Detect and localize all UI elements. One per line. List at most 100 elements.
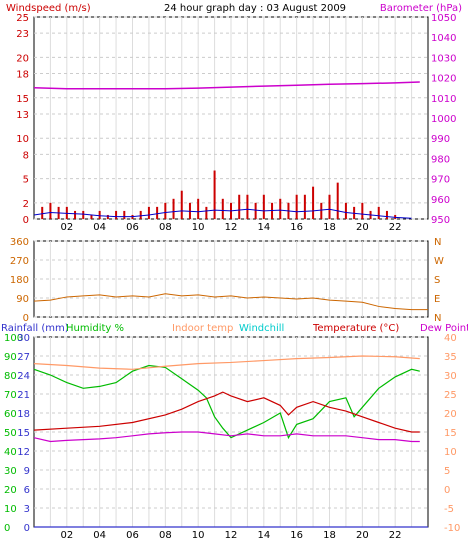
y-tick-label-windspeed: 15 — [16, 94, 29, 105]
barometer-line — [33, 81, 420, 90]
windspeed-bar — [164, 202, 167, 219]
barometer-axis-title: Barometer (hPa) — [380, 3, 462, 14]
y-tick-label-rain: 18 — [17, 409, 30, 420]
legend-humidity: Humidity % — [66, 323, 124, 334]
compass-tick-label: N — [434, 237, 441, 248]
temperature-line — [33, 391, 420, 433]
y-tick-label-barometer: 990 — [431, 134, 450, 145]
legend-rainfall: Rainfall (mm) — [1, 323, 69, 334]
windspeed-bar — [320, 202, 323, 219]
y-tick-label-windspeed: 13 — [16, 110, 29, 121]
humidity-line — [33, 364, 420, 440]
x-tick-label: 04 — [93, 222, 106, 233]
windspeed-bar — [90, 214, 93, 219]
legend-dew-point: Dew Point — [420, 323, 468, 334]
x-tick-label: 14 — [257, 530, 270, 541]
x-tick-label: 10 — [192, 530, 205, 541]
x-tick-label: 06 — [126, 222, 139, 233]
y-tick-label-temp: 15 — [444, 428, 457, 439]
y-tick-label-humidity: 100 — [4, 333, 23, 344]
x-tick-label: 06 — [126, 530, 139, 541]
y-tick-label-rain: 6 — [24, 485, 30, 496]
y-tick-label-temp: 5 — [444, 466, 450, 477]
y-tick-label-rain: 9 — [24, 466, 30, 477]
y-tick-label-barometer: 1050 — [431, 13, 456, 24]
y-tick-label-windspeed: 20 — [16, 53, 29, 64]
compass-tick-label: W — [434, 256, 444, 267]
legend-windchill: Windchill — [239, 323, 284, 334]
y-tick-label-barometer: 1020 — [431, 74, 456, 85]
x-tick-label: 02 — [60, 222, 73, 233]
gust-line — [33, 208, 412, 219]
windspeed-bar — [377, 206, 380, 219]
x-tick-label: 22 — [389, 530, 402, 541]
windspeed-bar — [303, 194, 306, 219]
y-tick-label-humidity: 0 — [4, 523, 10, 534]
dew-point-line — [33, 431, 420, 443]
windspeed-axis-title: Windspeed (m/s) — [6, 3, 91, 14]
y-tick-label-temp: 40 — [444, 333, 457, 344]
y-tick-label-windspeed: 23 — [16, 29, 29, 40]
windspeed-bar — [115, 210, 118, 219]
y-tick-label-direction: 0 — [23, 313, 29, 324]
y-tick-label-humidity: 20 — [4, 485, 17, 496]
y-tick-label-windspeed: 10 — [16, 134, 29, 145]
compass-tick-label: E — [434, 294, 440, 305]
windspeed-bar — [123, 210, 126, 219]
windspeed-bar — [82, 210, 85, 219]
x-tick-label: 12 — [225, 222, 238, 233]
windspeed-bar — [139, 210, 142, 219]
x-tick-label: 08 — [159, 222, 172, 233]
y-tick-label-barometer: 1000 — [431, 114, 456, 125]
y-tick-label-rain: 12 — [17, 447, 30, 458]
windspeed-bar — [156, 206, 159, 219]
y-tick-label-direction: 180 — [10, 275, 29, 286]
windspeed-bar — [106, 214, 109, 219]
y-tick-label-barometer: 950 — [431, 215, 450, 226]
y-tick-label-barometer: 1040 — [431, 33, 456, 44]
x-tick-label: 18 — [323, 530, 336, 541]
windspeed-bar — [262, 194, 265, 219]
y-tick-label-temp: 25 — [444, 390, 457, 401]
y-tick-label-temp: 30 — [444, 371, 457, 382]
x-tick-label: 22 — [389, 222, 402, 233]
y-tick-label-rain: 0 — [24, 523, 30, 534]
x-tick-label: 20 — [356, 222, 369, 233]
y-tick-label-humidity: 30 — [4, 466, 17, 477]
y-tick-label-rain: 24 — [17, 371, 30, 382]
y-tick-label-windspeed: 0 — [23, 215, 29, 226]
y-tick-label-windspeed: 2 — [23, 199, 29, 210]
x-tick-label: 10 — [192, 222, 205, 233]
y-tick-label-humidity: 50 — [4, 428, 17, 439]
x-tick-label: 12 — [225, 530, 238, 541]
chart-title: 24 hour graph day : 03 August 2009 — [164, 3, 346, 14]
windspeed-bar — [344, 202, 347, 219]
indoor-temp-line — [33, 355, 420, 370]
y-tick-label-windspeed: 8 — [23, 150, 29, 161]
x-tick-label: 14 — [257, 222, 270, 233]
y-tick-label-temp: 35 — [444, 352, 457, 363]
x-tick-label: 20 — [356, 530, 369, 541]
y-tick-label-humidity: 40 — [4, 447, 17, 458]
y-tick-label-temp: 0 — [444, 485, 450, 496]
y-tick-label-barometer: 980 — [431, 154, 450, 165]
y-tick-label-temp: -5 — [444, 504, 454, 515]
x-tick-label: 02 — [60, 530, 73, 541]
windspeed-bar — [254, 202, 257, 219]
y-tick-label-windspeed: 25 — [16, 13, 29, 24]
windspeed-bar — [74, 210, 77, 219]
windspeed-bar — [361, 202, 364, 219]
windspeed-bar — [238, 194, 241, 219]
x-tick-label: 16 — [290, 530, 303, 541]
y-tick-label-humidity: 10 — [4, 504, 17, 515]
y-tick-label-rain: 21 — [17, 390, 30, 401]
windspeed-bar — [180, 190, 183, 219]
x-tick-label: 18 — [323, 222, 336, 233]
y-tick-label-humidity: 80 — [4, 371, 17, 382]
windspeed-bar — [246, 194, 249, 219]
y-tick-label-rain: 30 — [17, 333, 30, 344]
windspeed-bar — [98, 210, 101, 219]
windspeed-bar — [49, 202, 52, 219]
windspeed-bar — [385, 210, 388, 219]
